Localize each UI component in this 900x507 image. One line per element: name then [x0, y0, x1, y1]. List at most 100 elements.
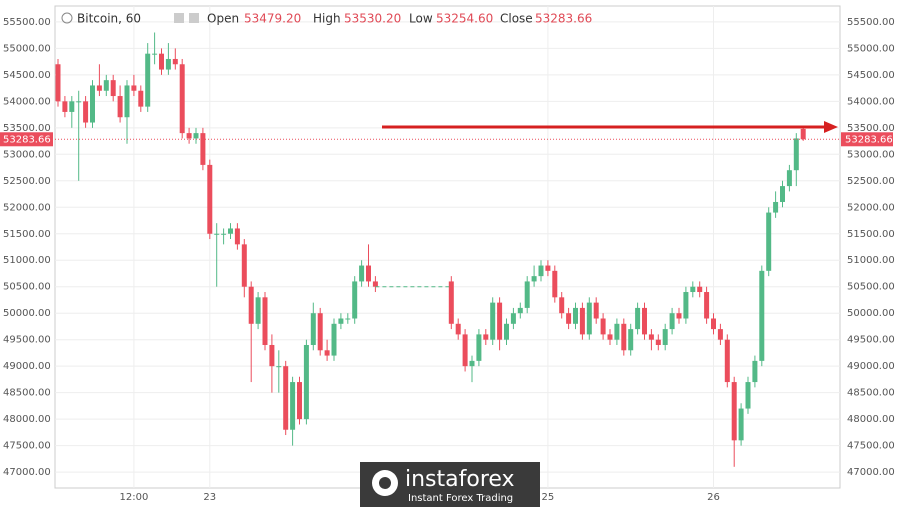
candle-body — [621, 323, 627, 351]
y-tick-label: 54500.00 — [3, 70, 51, 81]
candle-body — [55, 64, 61, 102]
candle-body — [476, 334, 482, 361]
y-tick-label: 52000.00 — [3, 202, 51, 213]
x-tick-label: 23 — [203, 492, 216, 503]
icon — [189, 13, 199, 23]
candle-body — [248, 286, 254, 324]
candle-body — [759, 270, 765, 361]
candle-body — [448, 281, 454, 324]
x-tick-label: 26 — [707, 492, 720, 503]
candle-body — [352, 281, 358, 319]
candle-body — [152, 53, 158, 55]
y-tick-label: 52000.00 — [847, 202, 895, 213]
candle-body — [234, 228, 240, 245]
candle-body — [648, 334, 654, 340]
candle-body — [269, 344, 275, 367]
candle-body — [676, 313, 682, 319]
candle-body — [131, 85, 137, 91]
candle-body — [766, 212, 772, 271]
y-tick-label: 52500.00 — [847, 176, 895, 187]
label: High — [313, 12, 341, 26]
symbol: Bitcoin, 60 — [77, 12, 141, 26]
y-tick-label: 49500.00 — [847, 335, 895, 346]
y-tick-label: 55000.00 — [847, 43, 895, 54]
y-tick-label: 47500.00 — [847, 441, 895, 452]
price-tag-label: 53283.66 — [3, 134, 51, 145]
candle-body — [103, 80, 109, 91]
candle-body — [324, 350, 330, 356]
y-tick-label: 48000.00 — [847, 414, 895, 425]
y-tick-label: 49000.00 — [847, 361, 895, 372]
candle-body — [559, 297, 565, 314]
candle-body — [290, 382, 296, 430]
candle-body — [338, 318, 344, 324]
candle-body — [697, 286, 703, 293]
candle-body — [545, 265, 551, 271]
candle-body — [586, 302, 592, 335]
y-tick-label: 50500.00 — [847, 282, 895, 293]
candle-body — [600, 318, 606, 335]
y-tick-label: 52500.00 — [3, 176, 51, 187]
value: 53254.60 — [436, 12, 493, 26]
candle-body — [193, 133, 199, 139]
candle-body — [780, 186, 785, 202]
candle-body — [345, 318, 351, 320]
header: Bitcoin, 60 Open 53479.20 High 53530.20 … — [61, 12, 592, 26]
y-tick-label: 53000.00 — [3, 149, 51, 160]
candle-body — [62, 101, 68, 112]
candle-body — [214, 233, 220, 235]
candle-body — [524, 281, 530, 308]
logo-name: instaforex — [405, 467, 515, 492]
candle-body — [724, 339, 730, 383]
candle-body — [607, 334, 613, 340]
candle-body — [717, 329, 723, 340]
plot-frame — [54, 5, 841, 489]
candle-body — [510, 313, 516, 324]
candle-body — [483, 334, 489, 340]
candle-body — [110, 80, 116, 97]
candle-body — [90, 85, 95, 123]
y-tick-label: 50000.00 — [847, 308, 895, 319]
candle-body — [76, 101, 82, 103]
candle-body — [221, 233, 227, 235]
candle-body — [455, 323, 461, 335]
candle-body — [462, 334, 468, 367]
candle-body — [566, 313, 572, 324]
candle-body — [138, 90, 144, 107]
candle-body — [297, 382, 302, 420]
candle-body — [738, 408, 744, 441]
y-tick-label: 54500.00 — [847, 70, 895, 81]
candle-body — [642, 307, 647, 335]
y-tick-label: 50500.00 — [3, 282, 51, 293]
candle-body — [165, 58, 171, 70]
value: 53530.20 — [344, 12, 401, 26]
candle-body — [179, 64, 185, 134]
label: Low — [409, 12, 433, 26]
candle-body — [145, 53, 151, 107]
y-tick-label: 55500.00 — [3, 17, 51, 28]
candle-body — [255, 297, 261, 324]
y-tick-label: 47000.00 — [3, 467, 51, 478]
candle-body — [800, 128, 806, 140]
y-tick-label: 48500.00 — [3, 388, 51, 399]
candle-body — [276, 366, 282, 368]
label: Open — [207, 12, 239, 26]
candle-body — [786, 170, 792, 187]
candle-body — [469, 360, 475, 367]
price-tag — [841, 132, 893, 147]
y-tick-label: 55500.00 — [847, 17, 895, 28]
y-tick-label: 54000.00 — [847, 96, 895, 107]
y-tick-label: 53500.00 — [847, 123, 895, 134]
candle-body — [773, 201, 779, 213]
y-tick-label: 48000.00 — [3, 414, 51, 425]
candle-body — [172, 58, 178, 65]
candle-body — [731, 382, 737, 441]
arrow-head — [824, 121, 838, 133]
candle-body — [655, 339, 661, 345]
candle-body — [517, 307, 523, 314]
y-tick-label: 51000.00 — [3, 255, 51, 266]
value: 53283.66 — [535, 12, 592, 26]
candle-body — [573, 307, 578, 324]
candle-body — [241, 244, 247, 287]
